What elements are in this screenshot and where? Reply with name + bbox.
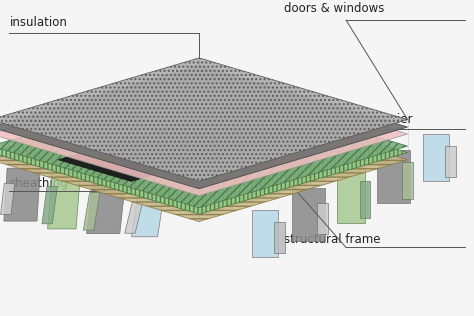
Polygon shape	[83, 193, 100, 230]
Polygon shape	[104, 144, 199, 172]
Polygon shape	[87, 181, 126, 234]
Polygon shape	[0, 91, 408, 214]
Polygon shape	[161, 127, 256, 155]
Polygon shape	[275, 164, 313, 194]
Text: sheathing: sheathing	[9, 177, 68, 190]
Polygon shape	[58, 98, 340, 181]
Polygon shape	[360, 181, 370, 218]
Polygon shape	[0, 144, 85, 172]
Polygon shape	[402, 162, 413, 199]
Polygon shape	[0, 183, 15, 215]
Polygon shape	[322, 122, 360, 152]
Polygon shape	[9, 104, 389, 216]
Polygon shape	[0, 98, 408, 222]
Polygon shape	[377, 150, 410, 203]
Polygon shape	[42, 186, 57, 224]
Polygon shape	[0, 84, 408, 208]
Polygon shape	[445, 146, 456, 177]
Polygon shape	[252, 210, 278, 257]
Text: structural frame: structural frame	[284, 233, 381, 246]
Polygon shape	[125, 202, 143, 233]
Polygon shape	[47, 127, 142, 155]
Text: doors & windows: doors & windows	[284, 3, 385, 15]
Polygon shape	[322, 150, 360, 180]
Polygon shape	[47, 173, 81, 229]
Polygon shape	[228, 178, 265, 208]
Polygon shape	[81, 120, 270, 195]
Polygon shape	[292, 188, 325, 241]
Polygon shape	[275, 107, 313, 138]
Polygon shape	[0, 65, 408, 189]
Polygon shape	[131, 190, 164, 237]
Polygon shape	[0, 72, 408, 196]
Polygon shape	[128, 106, 318, 181]
Polygon shape	[104, 110, 199, 138]
Text: moisture & air barrier: moisture & air barrier	[284, 113, 413, 126]
Polygon shape	[317, 203, 328, 234]
Polygon shape	[4, 168, 40, 221]
Polygon shape	[0, 58, 408, 181]
Polygon shape	[47, 161, 142, 189]
Polygon shape	[423, 134, 449, 181]
Polygon shape	[274, 222, 285, 253]
Polygon shape	[228, 94, 265, 124]
Polygon shape	[337, 167, 365, 223]
Text: insulation: insulation	[9, 16, 67, 29]
